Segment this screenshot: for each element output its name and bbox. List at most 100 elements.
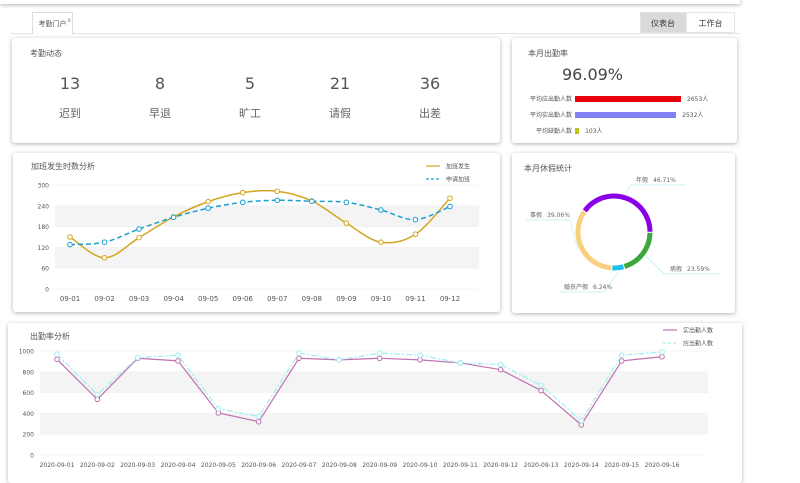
x-tick-label: 2020-09-15	[604, 462, 639, 469]
attendance-rate-value: 96.09%	[562, 65, 624, 84]
legend-label: 实出勤人数	[683, 327, 713, 335]
data-point	[618, 358, 625, 364]
data-point	[659, 353, 665, 360]
chart-title: 本月休假统计	[524, 163, 572, 173]
x-tick-label: 09-05	[198, 295, 218, 303]
x-tick-label: 2020-09-11	[443, 462, 478, 469]
data-point	[136, 226, 142, 232]
stat-item: 8 早退	[120, 74, 200, 121]
x-tick-label: 09-11	[405, 295, 425, 303]
data-point	[94, 396, 101, 403]
x-tick-label: 2020-09-13	[524, 462, 559, 469]
rate-bar	[575, 111, 677, 118]
slice-percent: 39.06%	[547, 212, 570, 219]
workbench-button[interactable]: 工作台	[686, 12, 735, 33]
data-point	[101, 239, 108, 245]
data-point	[309, 198, 315, 205]
x-tick-label: 2020-09-08	[322, 462, 357, 469]
slice-label: 年假 46.71%	[636, 176, 676, 184]
data-point	[296, 355, 302, 362]
grid-band	[40, 413, 708, 435]
series-line-0	[69, 189, 451, 259]
data-point	[497, 361, 504, 368]
rate-bar-value: 2653人	[687, 96, 709, 103]
x-tick-label: 09-10	[371, 295, 391, 303]
data-point	[417, 357, 423, 363]
rate-bar-value: 103人	[585, 128, 603, 135]
series-line-1	[56, 351, 663, 422]
stat-value: 21	[329, 74, 351, 93]
data-point	[255, 418, 262, 425]
donut-slice	[575, 210, 612, 271]
data-point	[417, 352, 423, 358]
label-leader-line	[526, 219, 579, 250]
data-point	[497, 366, 504, 373]
y-tick-label: 400	[23, 411, 35, 418]
slice-percent: 23.59%	[687, 266, 710, 273]
rate-bar	[575, 95, 681, 102]
x-tick-label: 2020-09-12	[483, 462, 518, 469]
x-tick-label: 2020-09-03	[120, 462, 155, 469]
close-icon[interactable]: x	[67, 17, 71, 24]
data-point	[618, 352, 625, 358]
data-point	[67, 234, 73, 240]
data-point	[538, 382, 544, 389]
x-tick-label: 2020-09-01	[40, 462, 75, 469]
chart-title: 出勤率分析	[30, 331, 70, 341]
x-tick-label: 2020-09-06	[241, 462, 276, 469]
data-point	[239, 199, 246, 206]
y-tick-label: 800	[23, 369, 35, 376]
stat-item: 36 出差	[390, 74, 470, 121]
data-point	[412, 231, 419, 238]
top-panel	[0, 0, 740, 4]
label-leader-line	[625, 184, 686, 195]
rate-bar-row: 平均缺勤人数 103人	[508, 126, 603, 135]
slice-percent: 6.24%	[593, 284, 612, 291]
slice-name: 婚丧产假	[564, 283, 588, 291]
data-point	[659, 349, 665, 355]
slice-percent: 46.71%	[653, 177, 676, 184]
attendance-dynamics-card: 考勤动态 13 迟到 8 早退 5 旷工 21 请假 36 出差	[12, 38, 500, 143]
stat-value: 8	[154, 74, 166, 93]
dashboard-button[interactable]: 仪表台	[640, 12, 686, 33]
x-tick-label: 09-02	[94, 295, 114, 303]
x-tick-label: 09-06	[233, 295, 254, 303]
attendance-chart-card: 出勤率分析 0 200 400 600 800 1000 2020-09-01 2020-09-…	[8, 323, 742, 483]
stat-label: 出差	[419, 107, 441, 120]
rate-bar-label: 平均实出勤人数	[529, 112, 572, 119]
tab-divider	[10, 33, 740, 34]
tab-attendance-portal[interactable]: 考勤门户 x	[32, 12, 73, 34]
monthly-rate-card: 本月出勤率 96.09% 平均应出勤人数 2653人 平均实出勤人数 2532人 平均缺…	[512, 38, 737, 143]
slice-name: 年假	[636, 176, 648, 184]
x-tick-label: 09-03	[129, 295, 149, 303]
data-point	[255, 413, 262, 420]
stat-label: 请假	[329, 107, 351, 120]
y-tick-label: 180	[38, 224, 50, 231]
label-leader-line	[560, 271, 619, 293]
x-tick-label: 2020-09-02	[80, 462, 115, 469]
stat-value: 13	[59, 74, 81, 93]
slice-label: 事假 39.06%	[530, 211, 570, 219]
data-point	[170, 214, 177, 221]
data-point	[296, 350, 302, 356]
x-tick-label: 2020-09-16	[645, 462, 680, 469]
y-tick-label: 200	[23, 432, 35, 439]
data-point	[378, 207, 384, 213]
data-point	[215, 405, 222, 412]
legend-label: 申请加班	[446, 176, 470, 184]
grid-band	[55, 247, 479, 269]
tab-label: 考勤门户	[38, 20, 67, 28]
data-point	[136, 234, 142, 241]
data-point	[447, 203, 453, 210]
x-tick-label: 09-12	[440, 295, 460, 303]
rate-bar-label: 平均应出勤人数	[529, 96, 572, 103]
data-point	[175, 358, 181, 364]
data-point	[274, 188, 281, 195]
x-tick-label: 2020-09-09	[362, 462, 397, 469]
y-tick-label: 300	[38, 183, 50, 190]
chart-title: 加班发生时数分析	[31, 161, 95, 171]
slice-name: 事假	[530, 211, 542, 219]
stat-label: 早退	[149, 107, 171, 120]
overtime-chart: 加班发生时数分析 0 60 120 180 240 300 09-01 09-02 09-03 09…	[31, 161, 479, 303]
